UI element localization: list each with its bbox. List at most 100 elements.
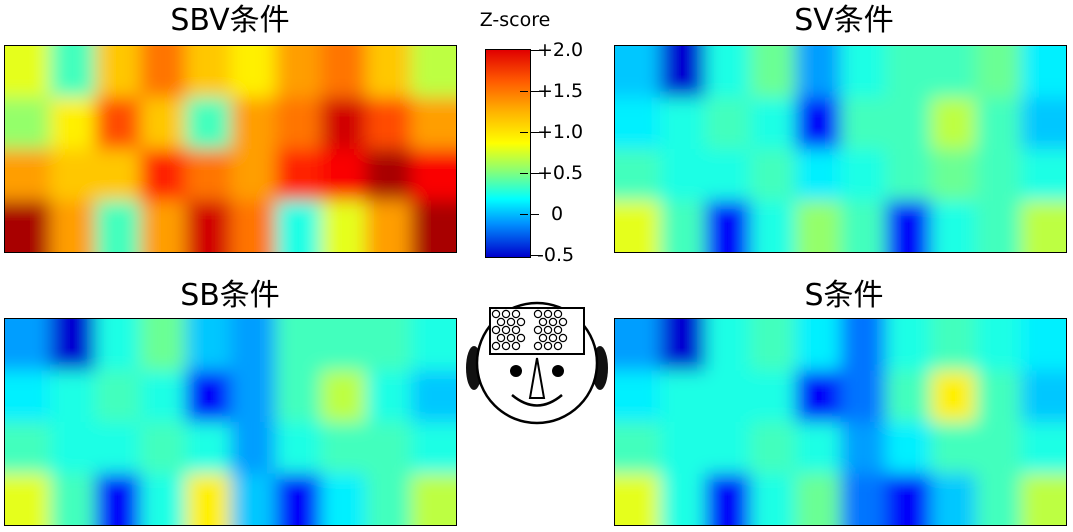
heatmap-cell (275, 149, 322, 202)
heatmap-cell (185, 422, 232, 475)
heatmap-cell (750, 422, 797, 475)
heatmap-cell (50, 97, 97, 150)
heatmap-cell (750, 200, 797, 252)
heatmap-cell (365, 97, 412, 150)
heatmap-cell (795, 200, 842, 252)
probe-circle (516, 317, 526, 327)
heatmap-cell (230, 422, 277, 475)
heatmap-cell (660, 473, 707, 525)
nose (528, 357, 546, 399)
probe-circle (548, 333, 558, 343)
colorbar-tick-inner (520, 91, 528, 92)
heatmap-cell (50, 422, 97, 475)
heatmap-cell (795, 97, 842, 150)
heatmap-cell (840, 149, 887, 202)
heatmap-cell (185, 200, 232, 252)
heatmap-cell (930, 149, 977, 202)
probe-circle (543, 309, 553, 319)
heatmap-cell (410, 200, 456, 252)
heatmap-cell (50, 473, 97, 525)
heatmap-cell (1020, 149, 1066, 202)
probe-circle (533, 325, 543, 335)
heatmap-cell (1020, 200, 1066, 252)
heatmap-cell (840, 46, 887, 99)
heatmap-cell (750, 46, 797, 99)
probe-circle (501, 325, 511, 335)
heatmap-cell (365, 46, 412, 99)
heatmap-cell (410, 97, 456, 150)
heatmap-cell (185, 319, 232, 372)
heatmap-cell (5, 370, 52, 423)
colorbar-tick-inner (520, 214, 528, 215)
probe-circle (533, 341, 543, 351)
heatmap-cell (140, 46, 187, 99)
heatmap-cell (320, 473, 367, 525)
heatmap-cell (95, 46, 142, 99)
heatmap-cell (185, 370, 232, 423)
heatmap-cell (410, 149, 456, 202)
heatmap-cell (95, 319, 142, 372)
heatmap-cell (365, 200, 412, 252)
colorbar-tick-label: 0 (551, 203, 564, 225)
heatmap-cell (615, 473, 662, 525)
heatmap-sv (614, 45, 1067, 253)
heatmap-cell (930, 97, 977, 150)
heatmap-cell (615, 97, 662, 150)
heatmap-cell (5, 97, 52, 150)
colorbar-tick-label: +1.5 (537, 80, 584, 102)
heatmap-cell (840, 200, 887, 252)
heatmap-cell (930, 422, 977, 475)
probe-circle (511, 309, 521, 319)
colorbar-tick-label: +0.5 (537, 162, 584, 184)
probe-circle (553, 309, 563, 319)
heatmap-cell (5, 200, 52, 252)
probe-circle (491, 309, 501, 319)
heatmap-cell (275, 46, 322, 99)
heatmap-cell (5, 422, 52, 475)
heatmap-sbv (4, 45, 457, 253)
heatmap-cell (885, 473, 932, 525)
heatmap-cell (275, 319, 322, 372)
heatmap-cell (660, 46, 707, 99)
heatmap-cell (615, 149, 662, 202)
heatmap-sb (4, 318, 457, 526)
probe-circle (558, 333, 568, 343)
colorbar-tick (531, 132, 539, 133)
heatmap-cell (1020, 422, 1066, 475)
heatmap-cell (750, 473, 797, 525)
mouth (511, 394, 563, 407)
heatmap-cell (320, 149, 367, 202)
heatmap-cell (1020, 97, 1066, 150)
heatmap-cell (95, 370, 142, 423)
probe-circle (516, 333, 526, 343)
probe-circle (506, 333, 516, 343)
heatmap-cell (410, 473, 456, 525)
heatmap-cell (410, 422, 456, 475)
probe-circle (553, 325, 563, 335)
probe-circle (543, 341, 553, 351)
heatmap-cell (1020, 46, 1066, 99)
heatmap-cell (975, 46, 1022, 99)
heatmap-cell (365, 473, 412, 525)
heatmap-cell (795, 149, 842, 202)
heatmap-cell (615, 319, 662, 372)
heatmap-cell (50, 319, 97, 372)
heatmap-cell (750, 149, 797, 202)
heatmap-cell (975, 200, 1022, 252)
heatmap-cell (975, 422, 1022, 475)
heatmap-cell (140, 149, 187, 202)
heatmap-cell (660, 149, 707, 202)
colorbar-tick-label: +2.0 (537, 39, 584, 61)
heatmap-cell (795, 422, 842, 475)
heatmap-cell (660, 422, 707, 475)
heatmap-cell (705, 422, 752, 475)
colorbar-tick (531, 91, 539, 92)
heatmap-cell (705, 97, 752, 150)
heatmap-cell (975, 149, 1022, 202)
heatmap-cell (230, 200, 277, 252)
heatmap-cell (320, 319, 367, 372)
probe-circle (558, 317, 568, 327)
colorbar-tick (531, 50, 539, 51)
heatmap-cell (275, 473, 322, 525)
heatmap-cell (795, 473, 842, 525)
